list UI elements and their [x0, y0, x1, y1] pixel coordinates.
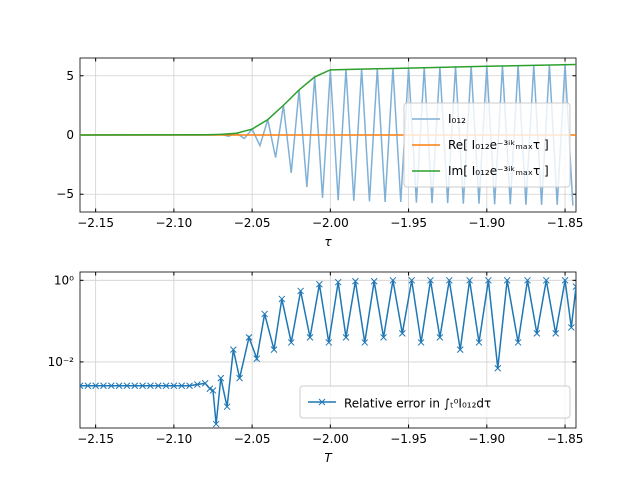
legend: I₀₁₂ Re[ I₀₁₂e⁻³ⁱᵏₘₐₓτ ] Im[ I₀₁₂e⁻³ⁱᵏₘₐₓτ…: [403, 102, 571, 188]
x-tick-label: −2.05: [234, 432, 271, 446]
legend-label: Re[ I₀₁₂e⁻³ⁱᵏₘₐₓτ ]: [448, 138, 549, 152]
marker: [84, 382, 92, 390]
marker: [370, 277, 378, 285]
marker: [524, 276, 531, 284]
marker: [485, 276, 492, 284]
legend-box: [403, 102, 571, 188]
series-line: [80, 63, 576, 136]
marker: [306, 334, 314, 341]
axes: −2.15 −2.10 −2.05 −2.00 −1.95 −1.90 −1.85 10⁻² 1…: [48, 271, 584, 465]
marker: [398, 330, 406, 337]
legend-label: Im[ I₀₁₂e⁻³ⁱᵏₘₐₓτ ]: [448, 164, 549, 178]
marker: [542, 276, 550, 284]
marker: [278, 295, 286, 303]
marker: [131, 382, 139, 390]
marker: [475, 339, 483, 346]
x-tick-label: −1.95: [390, 216, 427, 230]
marker: [297, 287, 304, 295]
x-axis-label: T: [324, 451, 333, 465]
x-tick-label: −1.85: [547, 216, 584, 230]
x-tick-label: −2.05: [234, 216, 271, 230]
marker: [270, 346, 278, 353]
y-tick-label: 10⁰: [54, 273, 74, 287]
marker: [193, 381, 201, 388]
y-tick-label: −5: [56, 187, 74, 201]
marker: [209, 387, 217, 394]
x-tick-label: −2.00: [312, 216, 349, 230]
marker: [162, 382, 170, 390]
marker: [533, 330, 541, 337]
marker: [380, 334, 387, 341]
legend-label: I₀₁₂: [448, 112, 466, 126]
marker: [80, 382, 84, 390]
marker: [223, 403, 231, 411]
marker: [115, 382, 123, 390]
legend-label: Relative error in ∫ₜ⁰I₀₁₂dτ: [344, 396, 491, 410]
marker: [100, 382, 107, 390]
y-tick-label: 10⁻²: [48, 355, 75, 369]
marker: [561, 276, 569, 284]
marker: [92, 382, 100, 390]
marker: [352, 277, 359, 285]
x-tick-label: −2.15: [77, 432, 114, 446]
legend-box: [299, 385, 571, 419]
x-tick-label: −1.90: [468, 216, 505, 230]
x-tick-label: −2.10: [155, 432, 192, 446]
marker: [567, 324, 575, 331]
x-tick-label: −1.90: [468, 432, 505, 446]
marker: [408, 276, 416, 284]
marker: [445, 276, 453, 284]
marker: [494, 364, 502, 372]
x-tick-label: −1.85: [547, 432, 584, 446]
marker: [212, 420, 220, 428]
marker: [147, 382, 154, 390]
marker: [436, 334, 444, 341]
marker: [178, 382, 186, 390]
marker: [107, 382, 115, 390]
x-tick-label: −1.95: [390, 432, 427, 446]
marker: [154, 382, 162, 390]
marker: [334, 278, 342, 286]
marker: [253, 355, 261, 363]
marker: [503, 276, 511, 284]
plot-area: [80, 276, 576, 428]
marker: [361, 339, 369, 346]
marker: [245, 334, 253, 341]
marker: [466, 276, 473, 284]
marker: [427, 276, 434, 284]
marker: [572, 283, 576, 291]
y-tick-label: 5: [66, 69, 74, 83]
marker: [229, 346, 237, 353]
legend: Relative error in ∫ₜ⁰I₀₁₂dτ: [299, 385, 571, 419]
marker: [123, 382, 131, 390]
marker: [552, 330, 560, 337]
marker: [170, 382, 178, 390]
marker: [389, 276, 397, 284]
y-tick-label: 0: [66, 128, 74, 142]
marker: [417, 339, 425, 346]
marker: [316, 280, 323, 288]
axes-frame: [79, 271, 577, 429]
marker: [206, 385, 214, 393]
marker: [201, 379, 209, 387]
x-tick-label: −2.15: [77, 216, 114, 230]
marker: [287, 339, 295, 346]
legend-marker: [318, 398, 326, 406]
marker: [236, 374, 243, 382]
x-tick-label: −2.00: [312, 432, 349, 446]
x-axis-label: τ: [324, 235, 332, 249]
marker: [139, 382, 146, 390]
marker: [514, 339, 522, 346]
marker: [325, 339, 333, 346]
marker: [217, 374, 225, 382]
x-tick-label: −2.10: [155, 216, 192, 230]
marker: [261, 310, 268, 318]
marker: [186, 382, 193, 390]
marker: [342, 334, 350, 341]
marker: [456, 346, 464, 353]
